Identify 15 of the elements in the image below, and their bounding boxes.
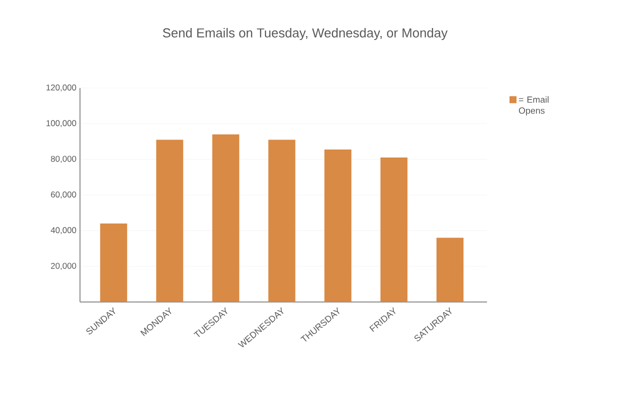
bar [380,158,408,302]
bar [156,140,184,302]
bar [212,134,240,302]
y-tick-label: 60,000 [51,192,76,198]
bar [324,150,352,302]
y-tick-label: 20,000 [51,262,76,270]
bar [100,224,128,302]
bar [268,140,296,302]
y-tick-label: 80,000 [50,156,76,163]
bar [436,238,464,302]
y-tick-label: 100,000 [46,120,76,128]
y-tick-label: 40,000 [50,227,76,234]
y-tick-label: 120,000 [46,84,76,92]
legend-label: = Email Opens [518,96,549,116]
chart-title: Send Emails on Tuesday, Wednesday, or Monday [162,28,448,40]
